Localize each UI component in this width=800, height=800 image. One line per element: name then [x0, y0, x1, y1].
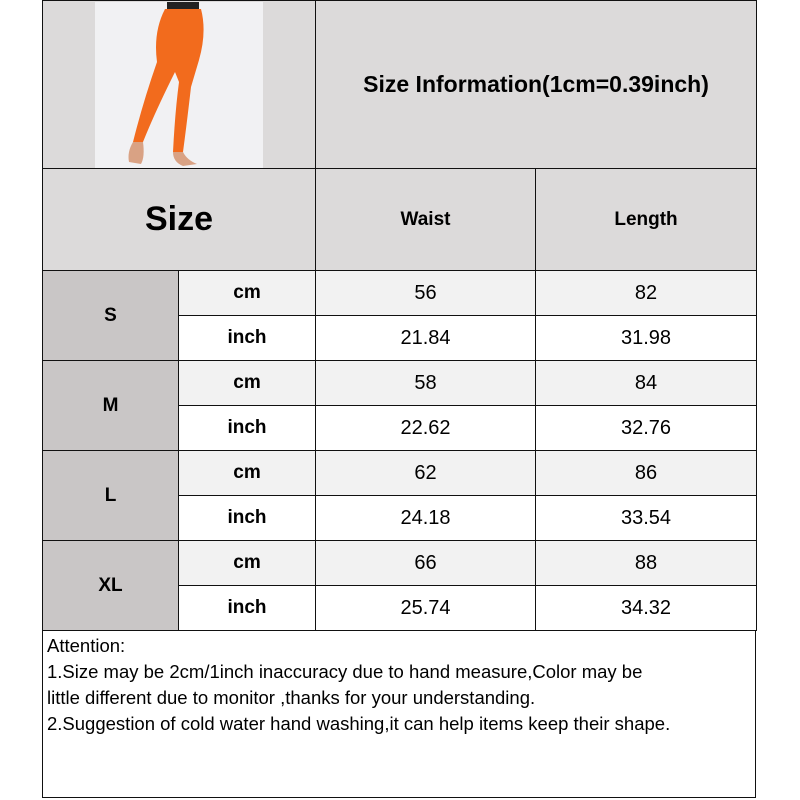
waist-value: 62	[315, 450, 536, 496]
attention-line: 1.Size may be 2cm/1inch inaccuracy due t…	[47, 661, 643, 682]
table-row: L cm 62 86	[42, 450, 758, 541]
size-info-title: Size Information(1cm=0.39inch)	[314, 0, 758, 169]
waist-value: 24.18	[315, 495, 536, 541]
attention-heading: Attention:	[47, 635, 126, 656]
size-label: S	[42, 270, 179, 361]
length-value: 88	[534, 540, 758, 586]
product-image-cell	[42, 0, 316, 169]
unit-label: inch	[178, 315, 316, 361]
table-row: XL cm 66 88	[42, 540, 758, 631]
size-label: L	[42, 450, 179, 541]
table-row: inch 24.18 33.54	[43, 495, 758, 541]
length-value: 84	[534, 360, 758, 406]
waist-value: 66	[315, 540, 536, 586]
waist-value: 22.62	[315, 405, 536, 451]
unit-label: inch	[178, 585, 316, 631]
unit-label: cm	[178, 540, 316, 586]
table-row: inch 25.74 34.32	[43, 585, 758, 631]
unit-label: cm	[178, 450, 316, 496]
length-value: 86	[534, 450, 758, 496]
length-value: 31.98	[534, 315, 758, 361]
table-row: S cm 56 82	[42, 270, 758, 361]
length-value: 34.32	[534, 585, 758, 631]
size-column-header: Size	[42, 168, 316, 271]
size-table: Size Information(1cm=0.39inch) Size Wais…	[42, 0, 758, 631]
length-column-header: Length	[534, 168, 758, 271]
waist-value: 56	[315, 270, 536, 316]
product-image	[95, 1, 263, 168]
length-value: 32.76	[534, 405, 758, 451]
size-chart: Size Information(1cm=0.39inch) Size Wais…	[42, 0, 758, 798]
waist-column-header: Waist	[315, 168, 536, 271]
waist-value: 58	[315, 360, 536, 406]
unit-label: inch	[178, 495, 316, 541]
unit-label: inch	[178, 405, 316, 451]
table-row: inch 21.84 31.98	[43, 315, 758, 361]
waist-value: 21.84	[315, 315, 536, 361]
length-value: 82	[534, 270, 758, 316]
table-row: inch 22.62 32.76	[43, 405, 758, 451]
size-label: M	[42, 360, 179, 451]
unit-label: cm	[178, 360, 316, 406]
attention-notes: Attention: 1.Size may be 2cm/1inch inacc…	[42, 631, 756, 798]
waist-value: 25.74	[315, 585, 536, 631]
attention-line: 2.Suggestion of cold water hand washing,…	[47, 713, 671, 734]
attention-line: little different due to monitor ,thanks …	[47, 687, 536, 708]
length-value: 33.54	[534, 495, 758, 541]
size-label: XL	[42, 540, 179, 631]
unit-label: cm	[178, 270, 316, 316]
table-row: M cm 58 84	[42, 360, 758, 451]
